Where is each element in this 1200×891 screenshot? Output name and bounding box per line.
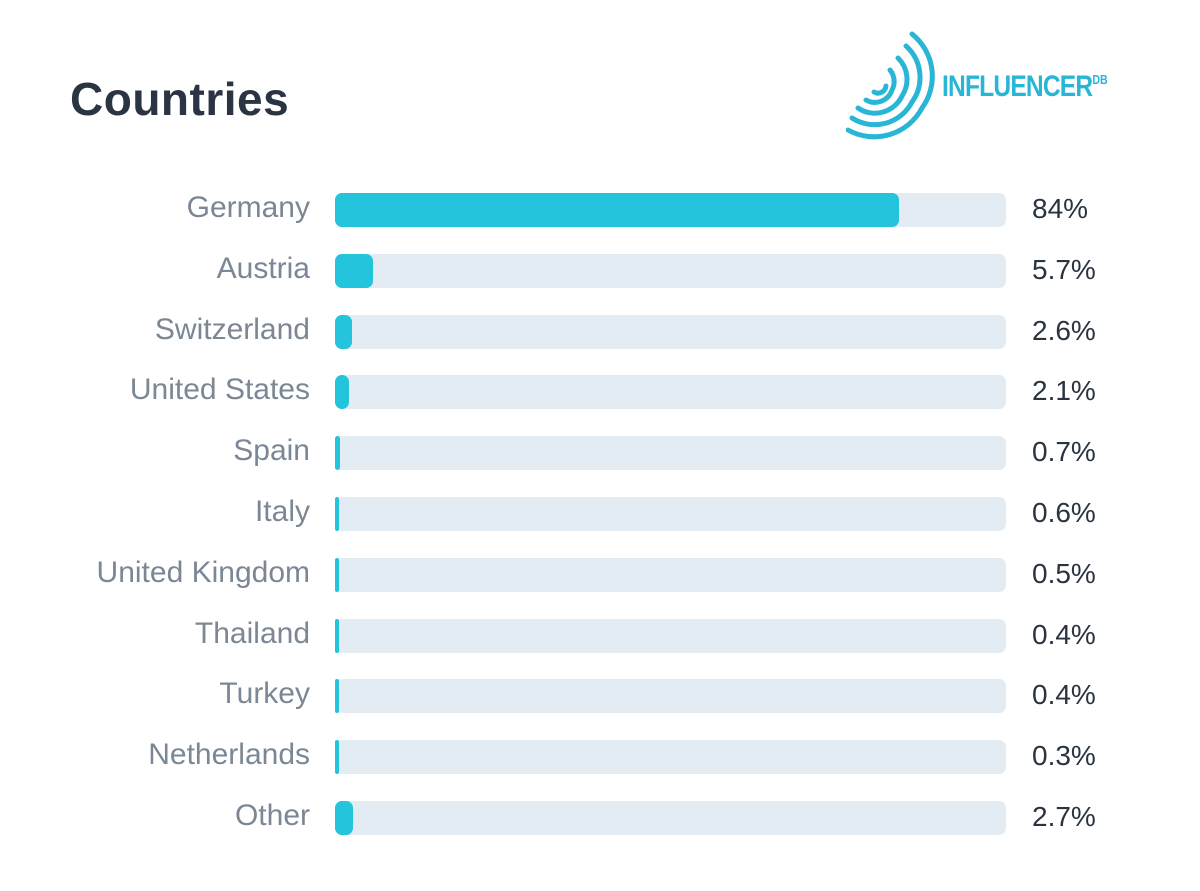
- category-label: Italy: [254, 495, 310, 528]
- category-label: Switzerland: [154, 312, 310, 346]
- category-label: Netherlands: [148, 738, 310, 772]
- value-label: 5.7%: [1032, 253, 1096, 285]
- logo-wordmark: INFLUENCERDB: [942, 70, 1108, 103]
- value-label: 2.6%: [1032, 314, 1096, 346]
- value-label: 0.4%: [1032, 679, 1096, 711]
- bar-row: Other 2.7%: [0, 789, 1200, 849]
- bar: [335, 375, 350, 410]
- bar: [335, 497, 340, 531]
- category-label: Germany: [186, 191, 310, 224]
- bar-track: [335, 375, 1006, 410]
- value-label: 0.6%: [1032, 497, 1096, 528]
- bar-track: [335, 679, 1006, 714]
- bar-track: [335, 557, 1006, 592]
- category-label: Spain: [233, 434, 310, 468]
- signal-waves-icon: [846, 31, 935, 140]
- bar-track: [335, 801, 1006, 835]
- bar-row: Germany 84%: [0, 181, 1200, 241]
- bar-track: [335, 436, 1006, 471]
- bar-row: Thailand 0.4%: [0, 607, 1200, 667]
- bar: [335, 253, 374, 288]
- value-label: 0.4%: [1032, 618, 1096, 650]
- influencerdb-logo: INFLUENCERDB: [846, 30, 1116, 142]
- bar-row: Turkey 0.4%: [0, 667, 1200, 727]
- category-label: United States: [129, 373, 310, 407]
- bar: [335, 314, 353, 349]
- bar: [335, 679, 339, 714]
- bar-row: Spain 0.7%: [0, 424, 1200, 484]
- chart-title: Countries: [70, 73, 290, 125]
- category-label: United Kingdom: [96, 555, 310, 589]
- bar-row: Switzerland 2.6%: [0, 303, 1200, 363]
- bar-track: [335, 497, 1006, 531]
- value-label: 84%: [1032, 193, 1089, 224]
- bar-row: Austria 5.7%: [0, 242, 1200, 302]
- value-label: 2.1%: [1032, 375, 1096, 407]
- value-label: 0.5%: [1032, 557, 1096, 589]
- bar: [335, 436, 340, 471]
- bar-track: [335, 618, 1006, 653]
- bar-row: United States 2.1%: [0, 363, 1200, 423]
- bar-track: [335, 740, 1006, 775]
- category-label: Other: [234, 799, 310, 832]
- bar-row: United Kingdom 0.5%: [0, 546, 1200, 606]
- logo-superscript: DB: [1092, 72, 1108, 87]
- bar-row: Netherlands 0.3%: [0, 728, 1200, 788]
- bar: [335, 801, 354, 835]
- category-label: Thailand: [194, 616, 310, 650]
- bar: [335, 740, 339, 775]
- category-label: Austria: [216, 251, 310, 285]
- bar: [335, 618, 339, 653]
- value-label: 0.7%: [1032, 436, 1096, 468]
- bar: [335, 557, 339, 592]
- bar-row: Italy 0.6%: [0, 485, 1200, 545]
- value-label: 0.3%: [1032, 740, 1096, 772]
- bar-track: [335, 253, 1006, 288]
- category-label: Turkey: [219, 677, 310, 711]
- bar-track: [335, 314, 1006, 349]
- bar: [335, 193, 899, 227]
- value-label: 2.7%: [1032, 801, 1096, 832]
- bar-track: [335, 193, 1006, 227]
